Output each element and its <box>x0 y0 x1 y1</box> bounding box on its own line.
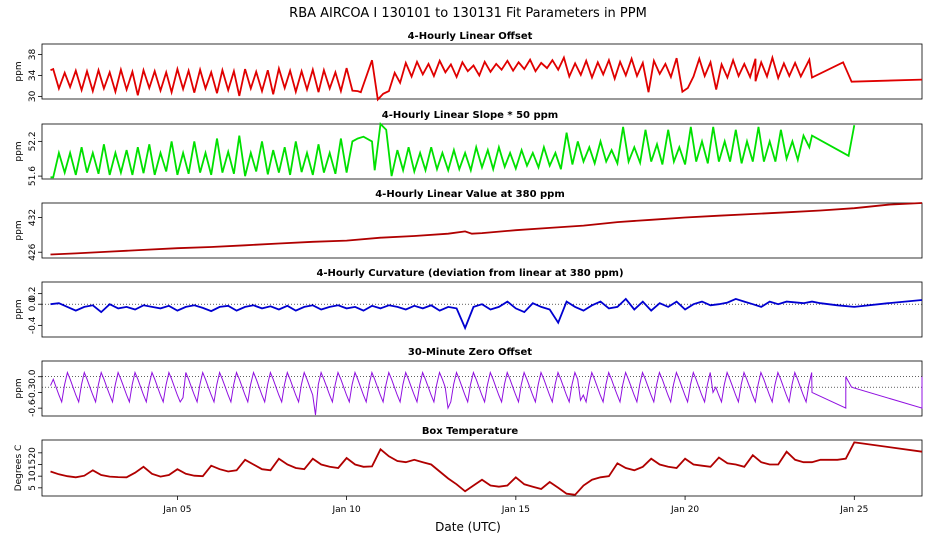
y-tick-label: 20 <box>28 447 38 459</box>
panel-curvature: 4-Hourly Curvature (deviation from linea… <box>14 268 923 338</box>
x-axis-label: Date (UTC) <box>435 520 501 534</box>
panel-title: 4-Hourly Linear Slope * 50 ppm <box>382 110 558 121</box>
y-tick-label: 10 <box>28 470 38 482</box>
y-axis-label: Degrees C <box>14 445 24 492</box>
y-tick-label: -0.4 <box>28 316 38 334</box>
series-path <box>50 202 923 256</box>
panel-title: 30-Minute Zero Offset <box>408 347 532 358</box>
series-path <box>50 54 923 102</box>
y-tick-label: 52.2 <box>28 131 38 151</box>
y-tick-label: 51.6 <box>28 166 38 186</box>
series-line <box>50 202 923 256</box>
series-path <box>50 297 923 331</box>
page-title: RBA AIRCOA I 130101 to 130131 Fit Parame… <box>289 6 647 21</box>
panel-title: 4-Hourly Curvature (deviation from linea… <box>316 268 623 279</box>
panel-title: Box Temperature <box>422 426 519 437</box>
series-path <box>50 370 923 416</box>
x-tick-label: Jan 10 <box>332 505 361 515</box>
plot-frame <box>41 202 923 259</box>
y-ticks: 426 432 <box>28 209 42 261</box>
y-tick-label: 34 <box>28 69 38 81</box>
panel-value: 4-Hourly Linear Value at 380 ppm ppm 426… <box>14 189 923 261</box>
panel-zero-offset: 30-Minute Zero Offset ppm -0.6-0.30.0 <box>14 347 923 417</box>
panel-slope: 4-Hourly Linear Slope * 50 ppm ppm 51.65… <box>14 110 923 186</box>
panel-title: 4-Hourly Linear Offset <box>408 31 533 42</box>
series-path <box>50 441 923 496</box>
y-ticks: -0.4 0.00.2 <box>28 286 42 334</box>
y-tick-label: 0.2 <box>28 286 38 300</box>
plot-frame <box>41 360 923 417</box>
y-tick-label: 5 <box>28 485 38 491</box>
x-tick-label: Jan 15 <box>501 505 530 515</box>
y-tick-label: 15 <box>28 459 38 470</box>
y-axis-label: ppm <box>14 220 24 240</box>
panel-offset: 4-Hourly Linear Offset ppm 30 34 38 <box>14 31 923 102</box>
y-tick-label: -0.6 <box>28 399 38 417</box>
series-line <box>50 370 923 416</box>
series-path <box>50 122 856 179</box>
y-ticks: -0.6-0.30.0 <box>28 369 42 417</box>
plot-frame <box>41 123 923 180</box>
series-line <box>50 54 923 102</box>
y-tick-label: 38 <box>28 48 38 60</box>
x-tick-label: Jan 25 <box>839 505 868 515</box>
y-tick-label: 432 <box>28 209 38 226</box>
series-line <box>50 297 923 331</box>
plot-frame <box>41 43 923 100</box>
plot-frame <box>41 281 923 338</box>
y-axis-label: ppm <box>14 61 24 81</box>
y-axis-label: ppm <box>14 299 24 319</box>
panel-title: 4-Hourly Linear Value at 380 ppm <box>375 189 565 200</box>
x-tick-label: Jan 20 <box>670 505 699 515</box>
y-tick-label: 30 <box>28 90 38 102</box>
x-tick-label: Jan 05 <box>162 505 191 515</box>
y-tick-label: 0.0 <box>28 369 38 384</box>
y-axis-label: ppm <box>14 141 24 161</box>
series-line <box>50 122 856 179</box>
y-axis-label: ppm <box>14 378 24 398</box>
y-tick-label: -0.3 <box>28 384 38 402</box>
y-ticks: 51.6 52.2 <box>28 131 42 186</box>
y-ticks: 30 34 38 <box>28 48 42 102</box>
plot-frame <box>41 439 923 497</box>
x-axis: Jan 05 Jan 10 Jan 15 Jan 20 Jan 25 <box>162 496 868 515</box>
y-tick-label: 426 <box>28 243 38 260</box>
series-line <box>50 441 923 496</box>
y-tick-label: 0.0 <box>28 297 38 312</box>
